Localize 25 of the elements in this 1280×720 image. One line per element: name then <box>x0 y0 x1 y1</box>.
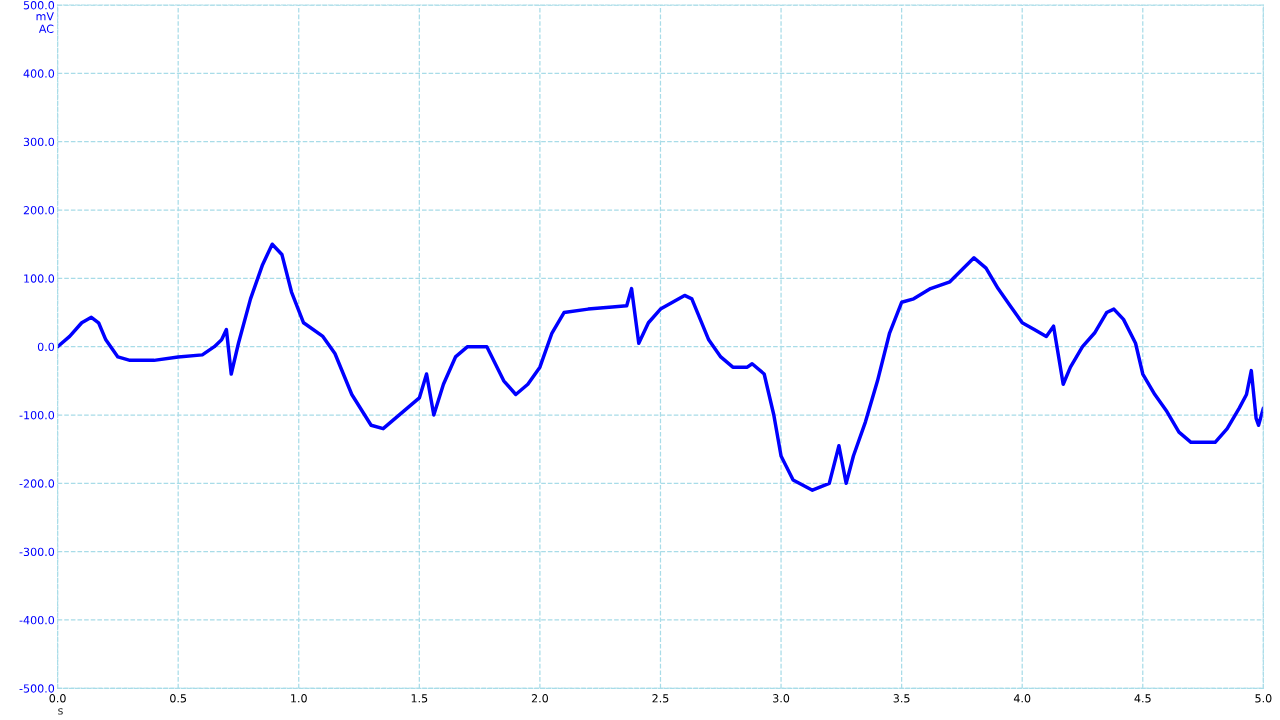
x-tick-label: 4.0 <box>1013 694 1031 703</box>
x-tick-label: 2.5 <box>652 694 669 703</box>
x-tick-label: 1.0 <box>291 694 307 703</box>
y-tick-label: -500.0 <box>19 684 55 693</box>
x-tick-label: 2.0 <box>531 694 548 703</box>
y-tick-label: -100.0 <box>19 410 55 420</box>
y-tick-label: 300.0 <box>23 137 55 147</box>
x-tick-label: 1.5 <box>411 694 428 703</box>
y-tick-label: -200.0 <box>19 479 55 488</box>
x-tick-label: 0.5 <box>170 694 187 703</box>
y-tick-label: -300.0 <box>19 547 55 557</box>
y-tick-label: 0.0 <box>37 342 55 352</box>
y-tick-label: -400.0 <box>19 615 55 625</box>
x-tick-label: 0.0 <box>49 694 66 703</box>
x-axis-title: s <box>58 708 63 715</box>
y-axis-title: mV AC <box>36 12 54 33</box>
y-tick-label: 400.0 <box>23 69 55 78</box>
x-tick-label: 3.5 <box>893 694 910 703</box>
y-tick-label: 200.0 <box>23 206 55 215</box>
line-series <box>57 242 1264 492</box>
x-tick-label: 5.0 <box>1255 694 1272 703</box>
x-tick-label: 3.0 <box>773 694 790 703</box>
y-tick-label: 100.0 <box>24 274 55 283</box>
y-tick-label: 500.0 <box>23 1 55 10</box>
x-tick-label: 4.5 <box>1134 694 1151 703</box>
